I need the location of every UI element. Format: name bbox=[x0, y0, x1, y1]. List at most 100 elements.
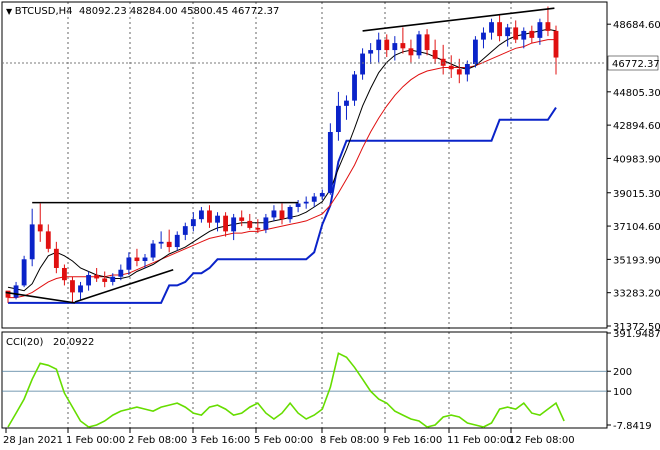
time-tick-label: 5 Feb 00:00 bbox=[254, 435, 313, 446]
price-tick-label: 42894.60 bbox=[613, 121, 660, 132]
candle-body bbox=[102, 278, 108, 282]
candle-body bbox=[327, 132, 333, 194]
cci-level-lines bbox=[2, 370, 607, 392]
cci-tick-label: 391.9487 bbox=[613, 329, 660, 340]
current-price-label: 46772.37 bbox=[612, 59, 660, 70]
candle-body bbox=[344, 100, 349, 106]
trend-line bbox=[362, 7, 555, 32]
candle-body bbox=[21, 259, 27, 286]
support-line bbox=[8, 107, 557, 304]
candle-body bbox=[424, 34, 430, 51]
candle-body bbox=[472, 39, 478, 65]
candle-body bbox=[223, 215, 229, 232]
header-symbol: BTCUSD bbox=[15, 6, 56, 17]
time-tick-label: 11 Feb 00:00 bbox=[447, 435, 513, 446]
current-price-tag bbox=[607, 55, 659, 71]
candle-body bbox=[529, 30, 535, 38]
candle-body bbox=[335, 105, 341, 133]
time-tick-label: 28 Jan 2021 bbox=[3, 435, 63, 446]
candles bbox=[5, 6, 559, 303]
candle-body bbox=[45, 231, 51, 249]
candle-body bbox=[37, 224, 43, 232]
candle-body bbox=[432, 50, 438, 59]
time-tick-label: 8 Feb 08:00 bbox=[320, 435, 379, 446]
candle-body bbox=[118, 269, 124, 277]
candle-body bbox=[158, 241, 164, 244]
candle-body bbox=[384, 39, 390, 51]
time-tick-label: 12 Feb 08:00 bbox=[509, 435, 575, 446]
candle-body bbox=[505, 27, 511, 37]
candle-body bbox=[239, 217, 245, 221]
candle-body bbox=[416, 34, 422, 56]
trend-line bbox=[74, 268, 174, 303]
candle-body bbox=[126, 257, 132, 270]
trend-lines bbox=[5, 7, 555, 304]
slow-ma-line bbox=[8, 39, 556, 299]
candle-body bbox=[319, 193, 325, 197]
candle-body bbox=[440, 58, 446, 66]
candle-body bbox=[263, 217, 269, 230]
time-tick-label: 2 Feb 08:00 bbox=[128, 435, 187, 446]
candle-body bbox=[513, 27, 519, 40]
price-tick-label: 35193.90 bbox=[613, 255, 660, 266]
candle-body bbox=[29, 224, 35, 260]
candle-body bbox=[110, 276, 116, 282]
time-tick-label: 3 Feb 16:00 bbox=[191, 435, 250, 446]
cci-header-value: 20.0922 bbox=[53, 337, 94, 348]
candle-body bbox=[303, 201, 309, 204]
candle-body bbox=[271, 210, 277, 218]
candle-body bbox=[287, 206, 293, 220]
cci-tick-label: 200 bbox=[613, 367, 632, 378]
candle-body bbox=[311, 196, 317, 202]
price-axis: 48684.60 44805.30 42894.60 40983.90 39015.30… bbox=[607, 20, 660, 432]
candle-body bbox=[174, 234, 180, 248]
price-tick-label: 33283.20 bbox=[613, 289, 660, 300]
price-tick-label: 44805.30 bbox=[613, 88, 660, 99]
candle-body bbox=[481, 32, 486, 40]
candle-body bbox=[376, 39, 382, 51]
candle-body bbox=[279, 210, 285, 220]
price-tick-label: 31372.50 bbox=[613, 322, 660, 333]
candle-body bbox=[521, 30, 527, 40]
candle-body bbox=[497, 22, 503, 37]
candle-body bbox=[13, 285, 19, 298]
candle-body bbox=[70, 280, 75, 293]
price-tick-label: 48684.60 bbox=[613, 20, 660, 31]
candle-body bbox=[142, 257, 148, 262]
candle-body bbox=[182, 226, 188, 235]
candle-body bbox=[464, 64, 470, 75]
cci-header-name: CCI(20) bbox=[6, 337, 44, 348]
candle-body bbox=[295, 203, 301, 207]
cci-tick-label: 100 bbox=[613, 387, 632, 398]
candle-body bbox=[207, 210, 212, 223]
trend-line bbox=[5, 291, 76, 304]
price-tick-label: 37104.60 bbox=[613, 222, 660, 233]
candle-body bbox=[368, 50, 374, 54]
candle-body bbox=[489, 22, 494, 33]
time-tick-label: 9 Feb 16:00 bbox=[383, 435, 442, 446]
candle-body bbox=[456, 69, 462, 75]
candle-body bbox=[198, 210, 204, 220]
chart-header-ohlc: 48092.23 48284.00 45800.45 46772.37 bbox=[79, 6, 279, 17]
candle-body bbox=[86, 274, 92, 286]
cci-pane bbox=[1, 331, 608, 429]
candle-body bbox=[553, 30, 559, 58]
grid-lines bbox=[67, 2, 512, 428]
candle-body bbox=[150, 243, 156, 258]
time-tick-label: 1 Feb 00:00 bbox=[66, 435, 125, 446]
candle-body bbox=[545, 22, 551, 31]
candle-body bbox=[78, 285, 83, 293]
candle-body bbox=[448, 65, 454, 70]
price-pane bbox=[1, 1, 608, 329]
candle-body bbox=[408, 48, 414, 56]
candle-body bbox=[215, 215, 220, 223]
candle-body bbox=[352, 74, 357, 101]
cci-line-group bbox=[7, 352, 565, 428]
candle-body bbox=[247, 220, 253, 228]
price-tick-label: 39015.30 bbox=[613, 189, 660, 200]
cci-tick-label: -7.8419 bbox=[613, 421, 652, 432]
candle-body bbox=[94, 274, 100, 279]
header-timeframe: H4 bbox=[59, 6, 73, 17]
candle-body bbox=[5, 290, 11, 298]
